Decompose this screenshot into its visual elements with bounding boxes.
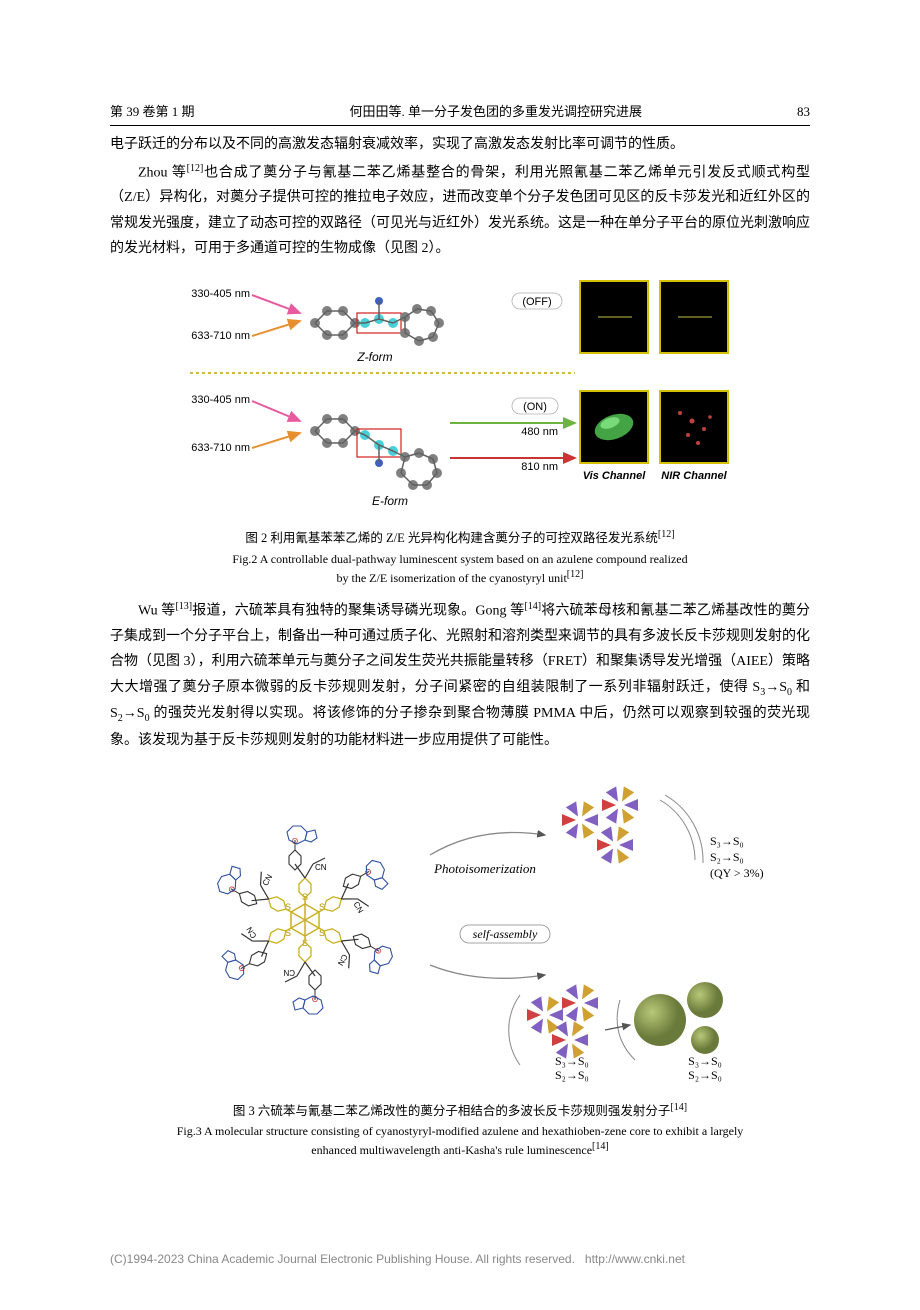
footer-link[interactable]: http://www.cnki.net [585,1252,685,1266]
svg-text:330-405 nm: 330-405 nm [191,288,250,300]
fig3-caption-cn: 图 3 六硫苯与氰基二苯乙烯改性的薁分子相结合的多波长反卡莎规则强发射分子[14… [110,1099,810,1123]
figure-2-svg: 330-405 nm 633-710 nm [180,273,740,513]
header-center: 何田田等. 单一分子发色团的多重发光调控研究进展 [350,100,643,123]
svg-text:S₃→S₀: S₃→S₀ [710,834,744,848]
para-2-post: 也合成了薁分子与氰基二苯乙烯基整合的骨架，利用光照氰基二苯乙烯单元引发反式顺式构… [110,165,810,256]
fig3-cap-en-l2: enhanced multiwavelength anti-Kasha's ru… [311,1143,592,1157]
svg-text:S₂→S₀: S₂→S₀ [710,850,744,864]
para-1: 电子跃迁的分布以及不同的高激发态辐射衰减效率，实现了高激发态发射比率可调节的性质… [110,132,810,157]
para-1-text: 电子跃迁的分布以及不同的高激发态辐射衰减效率，实现了高激发态发射比率可调节的性质… [110,137,684,152]
svg-text:(QY > 10%): (QY > 10%) [675,1082,735,1085]
svg-text:(QY > 3%): (QY > 3%) [710,866,764,880]
fig2-cap-en-l2: by the Z/E isomerization of the cyanosty… [337,571,567,585]
svg-text:480 nm: 480 nm [521,426,558,438]
para-2-ref: [12] [187,163,204,174]
fig3-cap-en-l1: Fig.3 A molecular structure consisting o… [177,1124,744,1138]
svg-text:633-710 nm: 633-710 nm [191,442,250,454]
figure-3-svg: S S S S S S CN O [150,765,770,1085]
para3-mid1: 报道，六硫苯具有独特的聚集诱导磷光现象。Gong 等 [192,604,524,619]
para-2-pre: Zhou 等 [138,165,187,180]
fig2-caption-en: Fig.2 A controllable dual-pathway lumine… [110,551,810,587]
page-footer: (C)1994-2023 China Academic Journal Elec… [110,1249,810,1271]
fig2-cap-en-l2-ref: [12] [567,569,584,580]
para3-end: 的强荧光发射得以实现。将该修饰的分子掺杂到聚合物薄膜 PMMA 中后，仍然可以观… [110,706,810,748]
figure-3: S S S S S S CN O [110,765,810,1158]
para3-ref2: [14] [524,601,541,612]
svg-text:633-710 nm: 633-710 nm [191,330,250,342]
header-right: 83 [797,100,810,123]
svg-text:Vis Channel: Vis Channel [583,470,646,482]
svg-text:(OFF): (OFF) [522,296,551,308]
svg-text:810 nm: 810 nm [521,461,558,473]
fig3-cap-cn-text: 图 3 六硫苯与氰基二苯乙烯改性的薁分子相结合的多波长反卡莎规则强发射分子 [233,1104,671,1118]
page-header: 第 39 卷第 1 期 何田田等. 单一分子发色团的多重发光调控研究进展 83 [110,100,810,126]
svg-text:E-form: E-form [372,494,408,508]
svg-text:S₂→S₀: S₂→S₀ [688,1068,722,1082]
para3-pre: Wu 等 [138,604,175,619]
fig3-cap-cn-ref: [14] [670,1102,687,1113]
para-2: Zhou 等[12]也合成了薁分子与氰基二苯乙烯基整合的骨架，利用光照氰基二苯乙… [110,160,810,261]
fig2-caption-cn: 图 2 利用氰基苯苯乙烯的 Z/E 光异构化构建含薁分子的可控双路径发光系统[1… [110,526,810,550]
svg-text:Z-form: Z-form [356,350,392,364]
fig2-cap-cn-ref: [12] [658,529,675,540]
fig2-cap-cn-text: 图 2 利用氰基苯苯乙烯的 Z/E 光异构化构建含薁分子的可控双路径发光系统 [245,531,658,545]
svg-text:NIR Channel: NIR Channel [661,470,727,482]
svg-text:S₃→S₀: S₃→S₀ [555,1054,589,1068]
para3-ar2: →S [123,706,145,721]
figure-2: 330-405 nm 633-710 nm [110,273,810,586]
svg-text:Photoisomerization: Photoisomerization [433,861,536,876]
header-left: 第 39 卷第 1 期 [110,100,195,123]
svg-text:(QY = 2~3%): (QY = 2~3%) [540,1082,606,1085]
svg-text:self-assembly: self-assembly [473,927,538,941]
footer-text: (C)1994-2023 China Academic Journal Elec… [110,1252,575,1266]
para3-ref1: [13] [175,601,192,612]
para3-ar1: →S [765,680,787,695]
svg-text:330-405 nm: 330-405 nm [191,394,250,406]
svg-text:S₃→S₀: S₃→S₀ [688,1054,722,1068]
fig2-cap-en-l1: Fig.2 A controllable dual-pathway lumine… [232,552,687,566]
para-3: Wu 等[13]报道，六硫苯具有独特的聚集诱导磷光现象。Gong 等[14]将六… [110,598,810,753]
svg-text:(ON): (ON) [523,401,547,413]
fig3-cap-en-l2-ref: [14] [592,1141,609,1152]
svg-text:S₂→S₀: S₂→S₀ [555,1068,589,1082]
fig3-caption-en: Fig.3 A molecular structure consisting o… [110,1123,810,1159]
